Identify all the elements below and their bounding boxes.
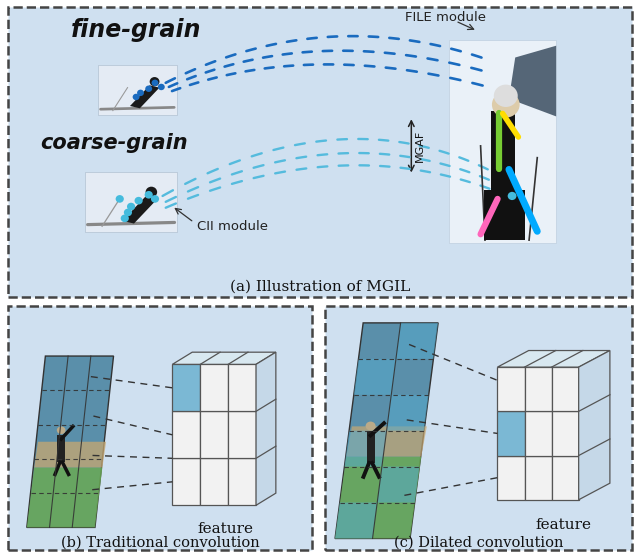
Polygon shape <box>172 352 276 364</box>
Bar <box>525 367 552 411</box>
Circle shape <box>150 77 159 86</box>
Circle shape <box>151 195 159 203</box>
Text: coarse-grain: coarse-grain <box>40 133 188 153</box>
Bar <box>497 367 525 411</box>
Polygon shape <box>335 457 421 538</box>
Polygon shape <box>377 467 419 503</box>
Bar <box>200 411 228 458</box>
Circle shape <box>494 84 518 107</box>
Circle shape <box>365 421 376 430</box>
Circle shape <box>116 195 124 203</box>
Circle shape <box>121 215 129 222</box>
Circle shape <box>57 427 65 434</box>
Circle shape <box>127 203 135 210</box>
Text: fine-grain: fine-grain <box>71 18 202 42</box>
Bar <box>484 190 525 240</box>
Bar <box>552 367 579 411</box>
Bar <box>58 435 65 462</box>
Circle shape <box>137 89 144 96</box>
Polygon shape <box>335 503 377 538</box>
Text: (a) Illustration of MGIL: (a) Illustration of MGIL <box>230 280 410 293</box>
Bar <box>449 40 556 243</box>
Bar <box>497 456 525 500</box>
Polygon shape <box>344 430 387 467</box>
Polygon shape <box>497 350 610 367</box>
Text: FILE module: FILE module <box>405 11 486 24</box>
Circle shape <box>134 197 143 205</box>
Circle shape <box>132 94 140 100</box>
Bar <box>552 456 579 500</box>
Bar <box>367 431 374 463</box>
Bar <box>497 411 525 456</box>
Polygon shape <box>354 359 396 395</box>
Circle shape <box>124 209 132 216</box>
Polygon shape <box>27 467 102 528</box>
Circle shape <box>492 92 520 117</box>
Text: feature: feature <box>535 518 591 532</box>
Polygon shape <box>509 46 556 116</box>
Bar <box>172 411 200 458</box>
Bar <box>552 411 579 456</box>
Polygon shape <box>335 323 438 538</box>
Polygon shape <box>27 356 113 528</box>
Bar <box>492 111 515 199</box>
Bar <box>200 364 228 411</box>
Polygon shape <box>387 395 429 430</box>
Circle shape <box>152 79 159 86</box>
Circle shape <box>145 191 153 198</box>
Polygon shape <box>579 350 610 500</box>
Text: MGAF: MGAF <box>415 130 425 162</box>
Bar <box>228 411 256 458</box>
Circle shape <box>145 187 157 197</box>
Polygon shape <box>396 323 438 359</box>
Bar <box>98 65 177 115</box>
Text: (b) Traditional convolution: (b) Traditional convolution <box>61 536 259 549</box>
Circle shape <box>158 84 164 90</box>
Polygon shape <box>346 427 427 457</box>
Polygon shape <box>256 352 276 505</box>
Bar <box>172 364 200 411</box>
Bar <box>228 364 256 411</box>
Text: feature: feature <box>197 522 253 536</box>
Bar <box>228 458 256 505</box>
Text: CII module: CII module <box>197 220 268 233</box>
Polygon shape <box>130 86 159 108</box>
Bar <box>525 411 552 456</box>
Text: (c) Dilated convolution: (c) Dilated convolution <box>394 536 563 549</box>
Polygon shape <box>122 196 157 224</box>
Polygon shape <box>34 442 106 467</box>
Circle shape <box>508 192 516 200</box>
Bar <box>172 458 200 505</box>
Circle shape <box>145 86 152 92</box>
Bar <box>200 458 228 505</box>
Bar <box>525 456 552 500</box>
Bar <box>84 172 177 231</box>
